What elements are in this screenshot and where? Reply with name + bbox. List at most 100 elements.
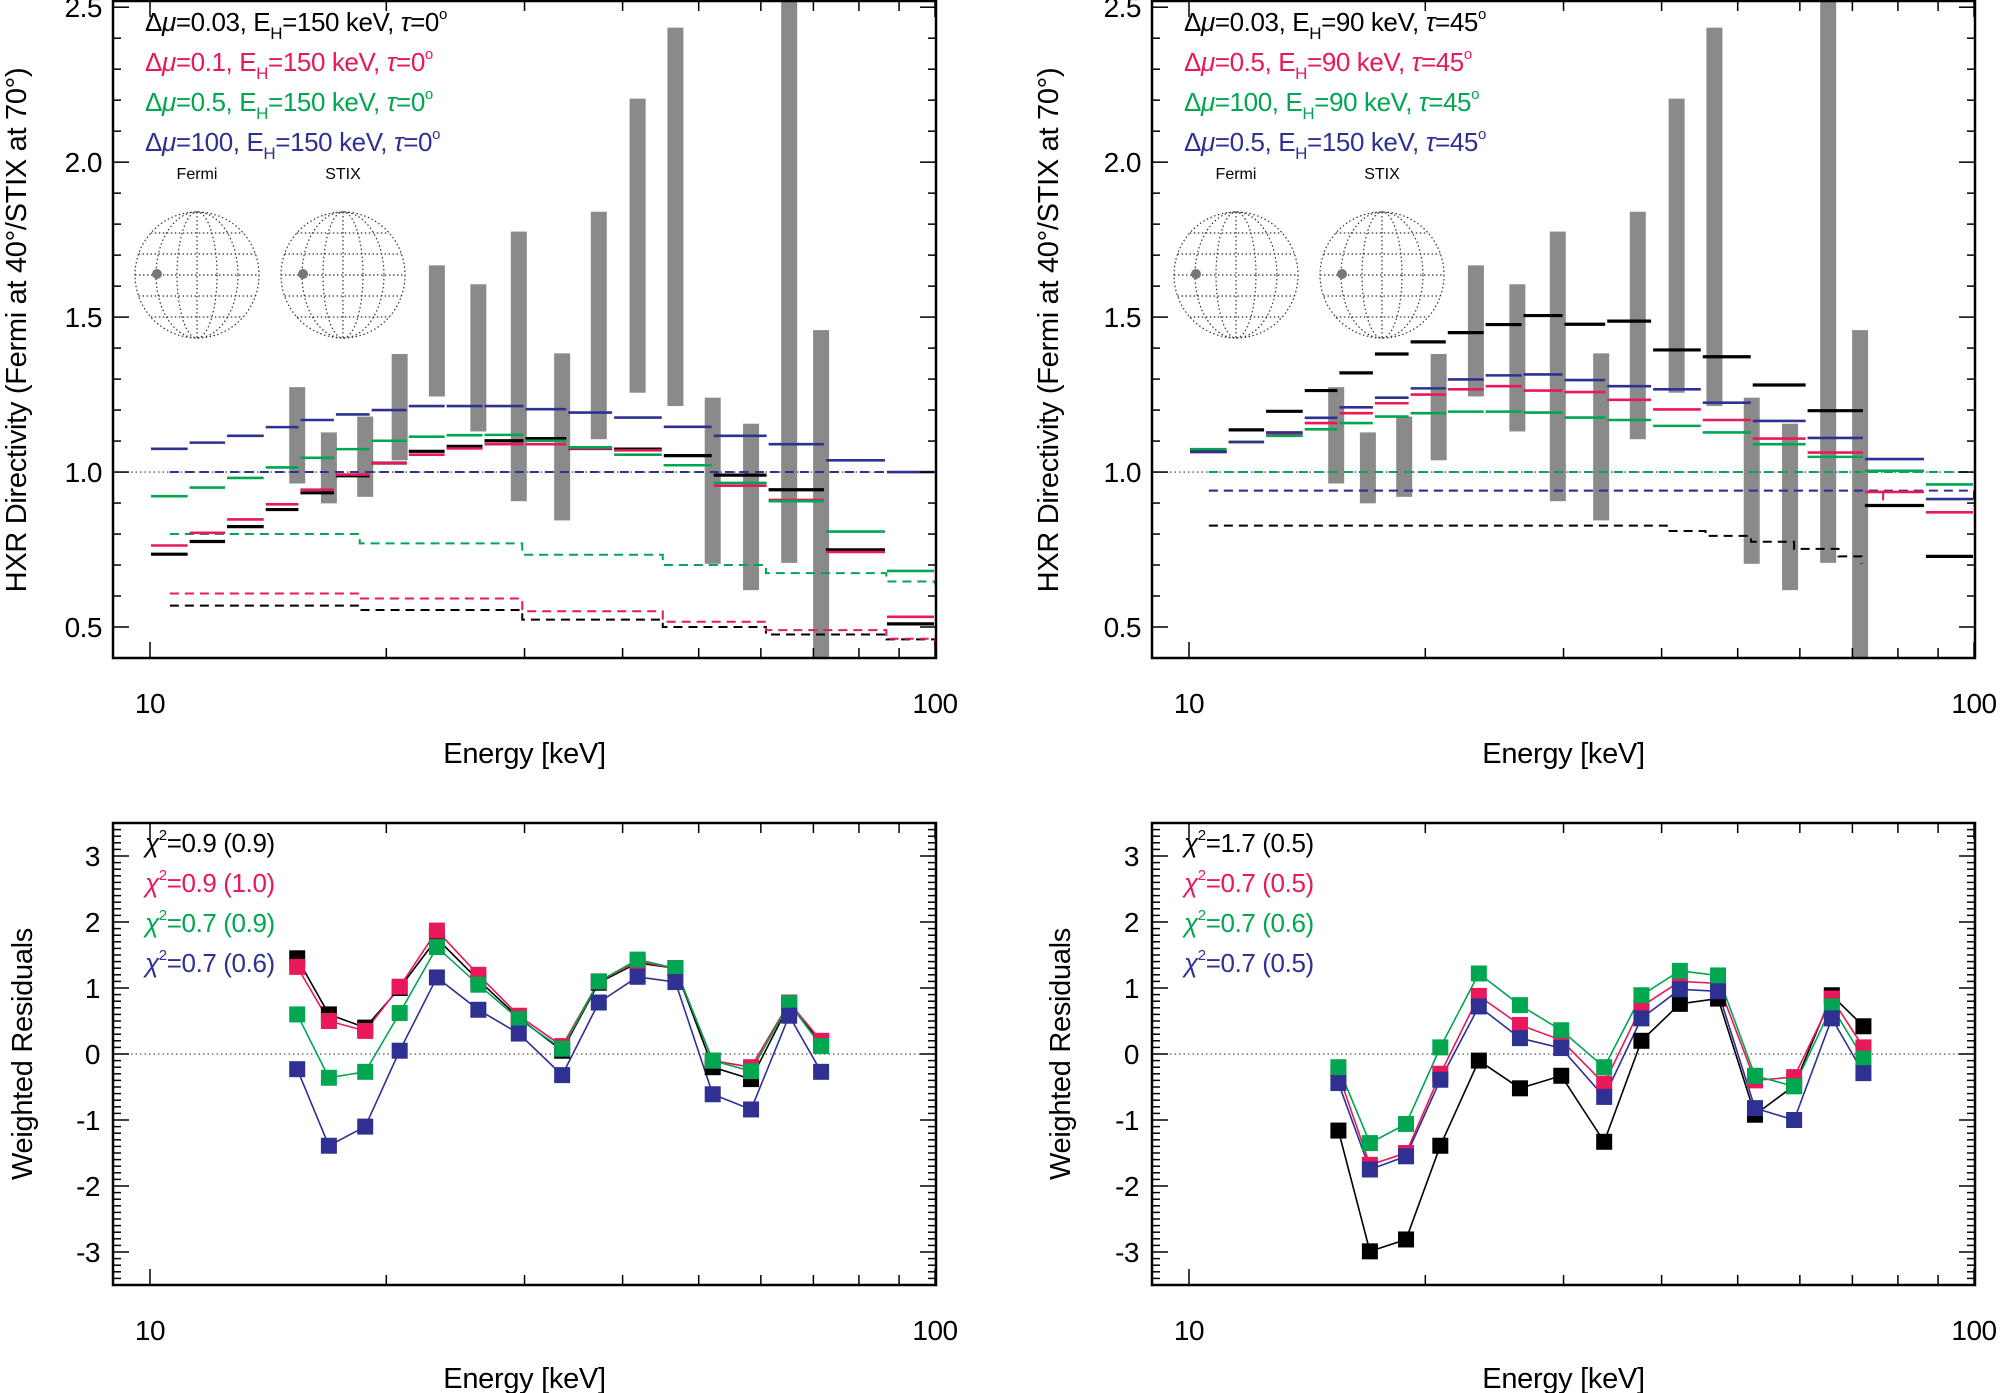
y-tick-label: 2.5 — [1104, 0, 1141, 23]
legend-text-segment: o — [425, 86, 433, 103]
residual-point — [1361, 1135, 1378, 1152]
legend-text-segment: =150 keV, — [282, 7, 401, 37]
residual-point — [1511, 1080, 1528, 1097]
x-tick-label: 100 — [912, 1315, 957, 1346]
legend-text-segment: τ — [387, 87, 399, 117]
legend-text-segment: =45 — [1435, 7, 1478, 37]
legend-text-segment: =0.03, E — [176, 7, 270, 37]
legend-entry: Δμ=0.03, EH=150 keV, τ=0o — [145, 6, 447, 43]
residual-point — [1470, 998, 1487, 1015]
residual-point — [1633, 1032, 1650, 1049]
panel-4: 10 100 -3 -2 -1 0 1 2 3 Energy [keV] Weighted Resi… — [1045, 821, 1997, 1393]
legend-entry: Δμ=0.5, EH=90 keV, τ=45o — [1184, 46, 1472, 83]
residual-point — [1511, 1030, 1528, 1047]
residual-point — [1432, 1039, 1449, 1056]
residual-point — [289, 1006, 306, 1023]
legend-text-segment: μ — [161, 127, 176, 157]
plot-area — [113, 1, 936, 658]
legend-text-segment: =0.7 (0.9) — [167, 908, 275, 938]
legend-text-segment: χ — [1182, 948, 1199, 978]
residual-point — [1398, 1231, 1415, 1248]
legend-text-segment: =0.5, E — [1215, 127, 1295, 157]
y-tick-label: 3 — [1124, 841, 1139, 872]
legend-text-segment: H — [1302, 104, 1314, 123]
dashed-model-line — [1208, 524, 1863, 564]
legend-entry: χ2=0.7 (0.6) — [1182, 907, 1314, 938]
legend-entry: χ2=0.7 (0.5) — [1182, 947, 1314, 978]
legend-entry: χ2=0.9 (0.9) — [143, 827, 275, 858]
residual-point — [1330, 1122, 1347, 1139]
residual-point — [781, 995, 798, 1012]
residual-point — [510, 1011, 527, 1028]
legend-text-segment: χ — [143, 948, 160, 978]
legend-text-segment: o — [425, 46, 433, 63]
residual-point — [813, 1063, 830, 1080]
residual-point — [1511, 1016, 1528, 1033]
residual-point — [428, 939, 445, 956]
legend-text-segment: τ — [1426, 127, 1438, 157]
legend-entry: χ2=1.7 (0.5) — [1182, 827, 1314, 858]
legend-text-segment: τ — [394, 127, 406, 157]
legend-text-segment: =0 — [403, 127, 432, 157]
y-axis-title: Weighted Residuals — [1045, 928, 1077, 1180]
residual-point — [1596, 1075, 1613, 1092]
legend-text-segment: =45 — [1428, 87, 1471, 117]
residual-point — [743, 1063, 760, 1080]
legend-text-segment: Δ — [145, 47, 162, 77]
legend-text-segment: H — [1295, 64, 1307, 83]
residual-point — [1671, 981, 1688, 998]
legend-text-segment: χ — [1182, 908, 1199, 938]
residual-point — [1855, 1018, 1872, 1035]
legend-text-segment: τ — [1412, 47, 1424, 77]
y-tick-label: -3 — [76, 1237, 100, 1268]
dashed-model-line — [169, 533, 936, 585]
legend-text-segment: =0.7 (0.5) — [1206, 868, 1314, 898]
residual-point — [320, 1069, 337, 1086]
legend-text-segment: Δ — [1184, 47, 1201, 77]
legend-entry: χ2=0.7 (0.6) — [143, 947, 275, 978]
y-tick-label: 2.0 — [1104, 147, 1141, 178]
legend-entry: χ2=0.9 (1.0) — [143, 867, 275, 898]
flare-location-dot — [298, 269, 308, 279]
legend-text-segment: H — [263, 144, 275, 163]
x-tick-label: 10 — [1174, 1315, 1204, 1346]
x-tick-label: 100 — [1951, 688, 1996, 719]
y-tick-label: 0 — [85, 1039, 100, 1070]
y-tick-label: 1 — [1124, 973, 1139, 1004]
residual-point — [320, 1013, 337, 1029]
residual-point — [1596, 1133, 1613, 1150]
residual-point — [590, 973, 607, 990]
y-tick-label: 0.5 — [65, 612, 102, 643]
legend-text-segment: =150 keV, — [275, 127, 394, 157]
observed-range-bar — [1467, 265, 1484, 397]
legend-text-segment: μ — [161, 87, 176, 117]
legend-text-segment: μ — [1200, 7, 1215, 37]
legend-entry: Δμ=0.03, EH=90 keV, τ=45o — [1184, 6, 1486, 43]
residual-line — [1337, 993, 1864, 1253]
residual-point — [391, 978, 408, 995]
residual-point — [1470, 1052, 1487, 1069]
legend-text-segment: τ — [1426, 7, 1438, 37]
residual-point — [1786, 1112, 1803, 1128]
observed-range-bar — [470, 284, 487, 432]
y-axis-title: HXR Directivity (Fermi at 40°/STIX at 70… — [1033, 68, 1065, 593]
legend-text-segment: μ — [1200, 47, 1215, 77]
legend-text-segment: Δ — [145, 87, 162, 117]
flare-location-dot — [1191, 269, 1201, 279]
legend-text-segment: =0 — [396, 87, 425, 117]
flare-location-dot — [152, 269, 162, 279]
legend-text-segment: =100, E — [1215, 87, 1303, 117]
y-tick-label: 2 — [1124, 907, 1139, 938]
stix-label: STIX — [1364, 166, 1400, 183]
y-axis-title: HXR Directivity (Fermi at 40°/STIX at 70… — [1, 68, 33, 593]
plot-area — [113, 922, 936, 1154]
legend-text-segment: H — [256, 64, 268, 83]
observed-range-bar — [428, 265, 445, 397]
legend-text-segment: Δ — [145, 127, 162, 157]
residual-point — [590, 994, 607, 1011]
legend-text-segment: χ — [143, 908, 160, 938]
observed-range-bar — [1549, 231, 1566, 502]
legend-text-segment: 2 — [159, 867, 167, 884]
legend-text-segment: τ — [1419, 87, 1431, 117]
panel-3: 10 100 -3 -2 -1 0 1 2 3 Energy [keV] Weighted Resi… — [7, 821, 958, 1393]
